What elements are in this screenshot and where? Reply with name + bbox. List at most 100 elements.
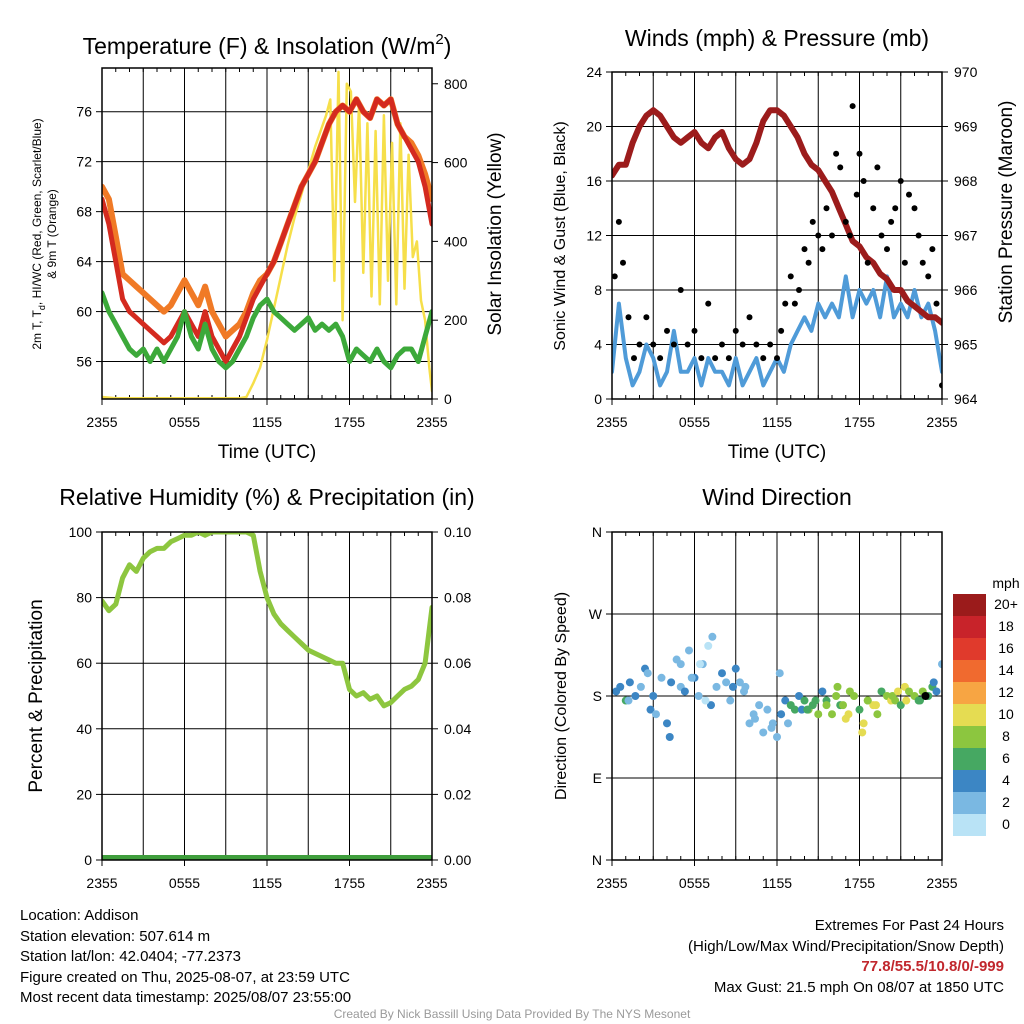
x-tick-label: 1155 [762, 875, 792, 891]
series-relative-humidity [102, 532, 432, 709]
direction-point [735, 678, 744, 687]
y-tick-label: 76 [76, 104, 92, 120]
x-tick-label: 2355 [926, 875, 957, 891]
x-tick-label: 0555 [169, 875, 200, 891]
y-tick-label: 20 [76, 786, 92, 802]
y-tick-label: 100 [69, 524, 93, 540]
wind-direction-chart: 2355 0555 1155 1755 2355 N E S W N Wind Direction D… [553, 484, 1020, 891]
gust-point [767, 341, 774, 348]
gust-point [753, 341, 760, 348]
speed-legend: mph 20+ 18 16 14 12 10 8 6 4 2 0 [953, 575, 1020, 836]
legend-label: 20+ [994, 596, 1018, 612]
y-tick-label: N [592, 524, 602, 540]
y2-tick-label: 964 [954, 391, 978, 407]
direction-point [712, 682, 721, 691]
humidity-ylabel: Percent & Precipitation [26, 599, 47, 792]
gust-point [650, 341, 657, 348]
direction-point [905, 687, 913, 696]
x-tick-label: 1755 [334, 414, 365, 430]
direction-point [696, 660, 704, 669]
wind-direction-ylabel: Direction (Colored By Speed) [553, 592, 570, 800]
legend-swatch [953, 660, 986, 682]
series-solar-insolation [102, 70, 432, 399]
winds-xlabel: Time (UTC) [728, 442, 827, 463]
direction-point [643, 669, 652, 678]
y2-tick-label: 800 [444, 76, 468, 92]
y-tick-label: 72 [76, 154, 92, 170]
x-tick-label: 2355 [86, 875, 117, 891]
max-gust-text: Max Gust: 21.5 mph On 08/07 at 1850 UTC [713, 978, 1004, 996]
direction-point [708, 632, 717, 641]
direction-point [873, 710, 882, 719]
y2-tick-label: 0.08 [444, 590, 471, 606]
direction-point [773, 733, 781, 741]
winds-title: Winds (mph) & Pressure (mb) [625, 25, 929, 51]
direction-point [646, 705, 655, 714]
direction-point [740, 687, 748, 696]
y2-tick-label: 0.06 [444, 655, 471, 671]
y-tick-label: 0 [84, 852, 92, 868]
gust-point [823, 205, 830, 212]
direction-point [676, 660, 685, 669]
gust-point [684, 341, 691, 348]
direction-point [784, 719, 792, 728]
y-tick-label: 60 [76, 304, 92, 320]
gust-point [829, 232, 835, 239]
y-tick-label: S [593, 688, 602, 704]
x-tick-label: 1755 [334, 875, 365, 891]
gust-point [796, 287, 802, 293]
gust-point [901, 259, 908, 266]
gust-point [712, 355, 719, 362]
legend-label: 14 [998, 662, 1014, 678]
legend-swatch [953, 748, 986, 770]
legend-swatch [953, 726, 986, 748]
gust-point [778, 327, 785, 334]
direction-point [707, 701, 715, 710]
direction-point [726, 696, 735, 705]
temperature-series [102, 70, 432, 399]
gust-point [892, 205, 899, 212]
gust-point [805, 259, 812, 266]
direction-point [704, 641, 713, 650]
x-tick-label: 0555 [679, 414, 710, 430]
gust-point [906, 191, 912, 198]
direction-point [832, 692, 841, 700]
legend-label: 12 [998, 684, 1014, 700]
gust-point [911, 205, 918, 212]
direction-point [916, 696, 924, 705]
gust-point [746, 314, 753, 321]
direction-point [777, 710, 786, 719]
location-text: Location: Addison [20, 907, 139, 924]
direction-point [859, 719, 868, 728]
y-tick-label: W [589, 606, 603, 622]
direction-point [858, 728, 867, 737]
gust-point [915, 232, 922, 239]
y-tick-label: 80 [76, 590, 92, 606]
legend-swatch [953, 770, 986, 792]
gust-point [837, 164, 844, 171]
direction-point [680, 687, 689, 696]
gust-point [929, 246, 936, 253]
gust-point [884, 246, 890, 253]
direction-point [877, 687, 886, 696]
x-tick-label: 1155 [252, 414, 282, 430]
direction-point [863, 696, 872, 705]
y-tick-label: 60 [76, 655, 92, 671]
direction-point [839, 701, 847, 710]
humidity-chart: 2355 0555 1155 1755 2355 0 20 40 60 80 100 0.00 0.02… [26, 484, 475, 891]
y2-tick-label: 0 [444, 391, 452, 407]
y-tick-label: 20 [586, 119, 602, 135]
gust-point [856, 150, 863, 157]
y2-tick-label: 966 [954, 282, 978, 298]
direction-point [731, 664, 740, 673]
direction-point [800, 696, 809, 705]
plot-frame [101, 67, 433, 400]
gust-point [698, 355, 705, 362]
direction-point [855, 705, 864, 714]
wind-direction-points [612, 632, 942, 741]
direction-point [745, 719, 754, 728]
temperature-chart: 2355 0555 1155 1755 2355 56 60 64 68 72 76 0 200 400 6… [30, 31, 506, 463]
gust-point [853, 191, 860, 198]
gust-point [842, 218, 849, 225]
temperature-title: Temperature (F) & Insolation (W/m2) [83, 31, 452, 59]
